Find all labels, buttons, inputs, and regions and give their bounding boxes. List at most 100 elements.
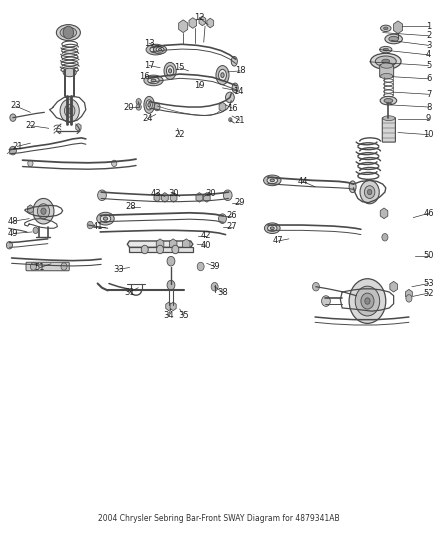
FancyBboxPatch shape <box>382 118 396 142</box>
Text: 4: 4 <box>426 51 431 59</box>
Ellipse shape <box>219 69 226 81</box>
Circle shape <box>63 26 74 39</box>
Polygon shape <box>207 18 214 28</box>
Ellipse shape <box>164 62 176 79</box>
Circle shape <box>360 180 379 204</box>
Polygon shape <box>406 289 412 299</box>
Ellipse shape <box>153 49 158 51</box>
Ellipse shape <box>267 177 278 183</box>
Polygon shape <box>154 193 160 201</box>
Text: 22: 22 <box>25 121 35 130</box>
Polygon shape <box>156 239 164 249</box>
Ellipse shape <box>146 44 165 55</box>
Text: 10: 10 <box>423 130 434 139</box>
Ellipse shape <box>103 217 108 220</box>
Text: 1: 1 <box>426 22 431 31</box>
Polygon shape <box>179 20 188 33</box>
Text: 30: 30 <box>168 189 179 198</box>
Text: 12: 12 <box>194 13 205 22</box>
Ellipse shape <box>221 72 224 77</box>
Circle shape <box>364 185 375 198</box>
Circle shape <box>219 214 226 223</box>
Ellipse shape <box>57 25 81 41</box>
Text: 21: 21 <box>235 116 245 125</box>
Ellipse shape <box>375 56 396 67</box>
Ellipse shape <box>268 225 277 231</box>
Polygon shape <box>130 247 193 252</box>
Circle shape <box>30 263 36 270</box>
Text: 24: 24 <box>142 114 153 123</box>
Circle shape <box>361 293 374 309</box>
Circle shape <box>98 190 106 200</box>
Text: 13: 13 <box>144 39 155 48</box>
Circle shape <box>154 103 160 111</box>
Text: 7: 7 <box>426 90 431 99</box>
Ellipse shape <box>231 56 237 66</box>
Polygon shape <box>183 239 190 249</box>
Text: 51: 51 <box>35 263 45 272</box>
Polygon shape <box>76 124 81 131</box>
Circle shape <box>156 245 163 254</box>
Text: 46: 46 <box>423 209 434 218</box>
Ellipse shape <box>156 47 164 52</box>
Text: 19: 19 <box>194 81 205 90</box>
Text: 2004 Chrysler Sebring Bar-Front SWAY Diagram for 4879341AB: 2004 Chrysler Sebring Bar-Front SWAY Dia… <box>98 514 340 523</box>
Text: 9: 9 <box>426 114 431 123</box>
Polygon shape <box>390 281 397 292</box>
Polygon shape <box>203 192 210 202</box>
Circle shape <box>141 245 148 254</box>
Circle shape <box>136 104 141 110</box>
Polygon shape <box>219 102 226 112</box>
Circle shape <box>367 189 372 195</box>
Text: 47: 47 <box>273 237 284 246</box>
Text: 17: 17 <box>144 61 155 70</box>
Text: 14: 14 <box>233 86 244 95</box>
Polygon shape <box>189 18 197 28</box>
Ellipse shape <box>63 68 76 77</box>
Ellipse shape <box>264 175 281 185</box>
Ellipse shape <box>381 74 393 79</box>
Text: 44: 44 <box>297 177 308 186</box>
Circle shape <box>67 108 72 114</box>
Circle shape <box>33 227 38 233</box>
Circle shape <box>10 147 16 155</box>
Text: 48: 48 <box>7 217 18 226</box>
Polygon shape <box>170 302 176 311</box>
Circle shape <box>355 286 380 316</box>
Circle shape <box>10 114 16 122</box>
Ellipse shape <box>381 25 391 31</box>
Polygon shape <box>170 192 177 202</box>
Circle shape <box>167 256 175 266</box>
Circle shape <box>321 296 330 306</box>
Ellipse shape <box>148 77 159 84</box>
Ellipse shape <box>144 75 163 86</box>
Text: 31: 31 <box>124 287 135 296</box>
Polygon shape <box>393 21 403 34</box>
Text: 53: 53 <box>423 279 434 288</box>
Circle shape <box>37 204 49 219</box>
Circle shape <box>61 263 67 270</box>
Text: 20: 20 <box>124 102 134 111</box>
Text: 43: 43 <box>151 189 162 198</box>
Text: 50: 50 <box>423 252 434 260</box>
Text: 26: 26 <box>227 212 237 221</box>
Text: 38: 38 <box>217 287 228 296</box>
Text: 39: 39 <box>209 262 220 271</box>
Text: 49: 49 <box>8 229 18 238</box>
Text: 23: 23 <box>10 101 21 110</box>
Ellipse shape <box>151 79 156 82</box>
FancyBboxPatch shape <box>380 64 394 77</box>
Circle shape <box>382 233 388 241</box>
Ellipse shape <box>60 27 77 38</box>
Ellipse shape <box>371 53 401 69</box>
Circle shape <box>229 118 232 122</box>
Ellipse shape <box>380 96 397 105</box>
Circle shape <box>60 99 79 123</box>
Polygon shape <box>166 302 172 311</box>
Text: 6: 6 <box>426 74 431 83</box>
Circle shape <box>226 92 234 103</box>
Polygon shape <box>170 239 177 249</box>
Circle shape <box>87 221 93 229</box>
Text: 33: 33 <box>113 265 124 273</box>
Text: 5: 5 <box>426 61 431 70</box>
